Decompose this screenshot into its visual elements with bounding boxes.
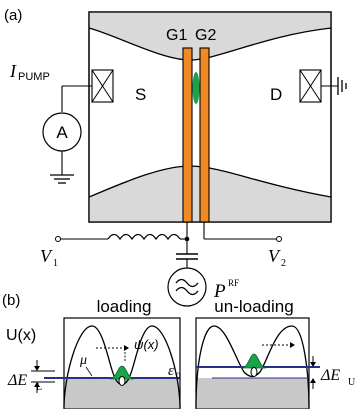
- delta-e-loading-subscript: L: [36, 382, 42, 393]
- delta-e-loading: ΔE: [7, 372, 27, 389]
- unloading-electron: [250, 367, 258, 377]
- source-ground-icon: [50, 174, 74, 184]
- potential-label: U(x): [6, 327, 36, 344]
- v1-label: V: [40, 246, 53, 266]
- unloading-fermi-sea: [197, 378, 308, 408]
- epsilon-subscript: 0: [176, 371, 181, 381]
- v2-terminal: [276, 236, 282, 242]
- drain-ground-icon: [321, 77, 347, 95]
- loading-panel: loading ψ(x) μ U(x) ΔE L: [6, 297, 181, 409]
- gate-2-label: G2: [195, 27, 216, 44]
- loading-electron: [118, 376, 126, 386]
- rf-power-label: P: [213, 281, 226, 302]
- unloading-title: un-loading: [214, 297, 293, 316]
- v2-subscript: 2: [281, 258, 286, 269]
- source-label: S: [135, 85, 146, 104]
- gate-1: [182, 47, 193, 223]
- pump-current-subscript: PUMP: [18, 71, 50, 83]
- pump-current-label: I: [9, 61, 17, 81]
- v1-terminal: [55, 236, 61, 242]
- rf-source-icon: [167, 267, 207, 307]
- delta-e-unloading-subscript: U: [348, 377, 356, 388]
- unloading-wavefunction: [241, 353, 267, 369]
- lower-electrode: [89, 166, 331, 222]
- gate-2: [199, 47, 210, 223]
- v2-label: V: [268, 246, 281, 266]
- epsilon-label: ε: [168, 363, 174, 379]
- drain-label: D: [270, 85, 282, 104]
- loading-wavefunction: [109, 365, 135, 380]
- panel-a-label: (a): [4, 7, 22, 24]
- upper-electrode: [89, 12, 331, 60]
- panel-b-label: (b): [2, 292, 20, 309]
- wavefunction-label: ψ(x): [134, 337, 159, 352]
- v1-subscript: 1: [53, 258, 58, 269]
- mu-label: μ: [79, 353, 87, 368]
- rf-power-superscript: RF: [228, 278, 239, 288]
- quantum-dot: [192, 72, 200, 104]
- ammeter-label: A: [56, 123, 68, 142]
- inductor-icon: [107, 233, 181, 241]
- delta-e-unloading: ΔE: [320, 367, 340, 384]
- loading-title: loading: [97, 297, 152, 316]
- unloading-panel: un-loading ε 0 ΔE U: [168, 297, 356, 409]
- gate-1-label: G1: [166, 27, 187, 44]
